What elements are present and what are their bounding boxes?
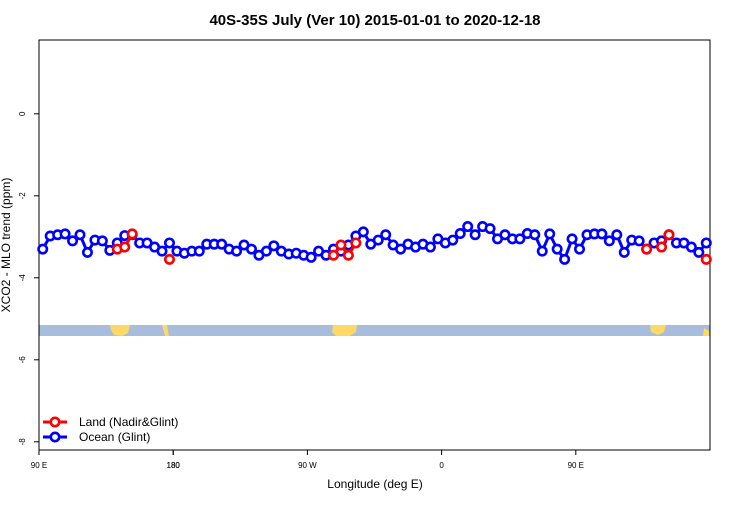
land-patch [110, 325, 130, 336]
data-point [335, 239, 347, 251]
data-point [447, 234, 459, 246]
data-point [454, 228, 466, 240]
land-patch [703, 328, 709, 336]
data-point [536, 245, 548, 257]
x-tick-label: 180 [167, 461, 181, 470]
data-point [685, 241, 697, 253]
y-tick-label: 0 [18, 111, 27, 116]
data-point [216, 238, 228, 250]
y-tick-label: -8 [18, 438, 27, 446]
data-point [59, 228, 71, 240]
data-point [641, 243, 653, 255]
data-point [67, 235, 79, 247]
data-point [350, 237, 362, 249]
data-point [380, 229, 392, 241]
data-point [566, 233, 578, 245]
legend-label: Ocean (Glint) [79, 430, 150, 444]
data-point [551, 243, 563, 255]
data-point [37, 243, 49, 255]
x-tick-label: 0 [439, 461, 444, 470]
data-point [424, 241, 436, 253]
data-point [574, 243, 586, 255]
data-point [96, 235, 108, 247]
data-point [693, 246, 705, 258]
data-point [596, 228, 608, 240]
y-tick-label: -4 [18, 274, 27, 282]
data-point [245, 243, 257, 255]
data-point [372, 234, 384, 246]
data-point [700, 237, 712, 249]
data-point [544, 228, 556, 240]
data-point [603, 235, 615, 247]
data-point [268, 240, 280, 252]
x-tick-label: 90 E [568, 461, 584, 470]
chart-title: 40S-35S July (Ver 10) 2015-01-01 to 2020… [209, 12, 540, 29]
data-point [119, 241, 131, 253]
data-point [357, 226, 369, 238]
data-point [484, 223, 496, 235]
data-point [618, 246, 630, 258]
data-point [327, 249, 339, 261]
data-point [156, 245, 168, 257]
data-point [163, 253, 175, 265]
data-point [462, 221, 474, 233]
data-point [559, 253, 571, 265]
x-axis-label: Longitude (deg E) [327, 477, 422, 491]
land-patch [650, 325, 666, 335]
data-point [231, 245, 243, 257]
land-patch [162, 325, 169, 336]
data-point [260, 245, 272, 257]
data-point [163, 237, 175, 249]
data-point [611, 229, 623, 241]
data-point [700, 253, 712, 265]
data-point [656, 241, 668, 253]
data-point [514, 233, 526, 245]
ocean-strip [39, 325, 710, 336]
data-point [74, 229, 86, 241]
y-tick-label: -6 [18, 356, 27, 364]
y-tick-label: -2 [18, 192, 27, 200]
legend-label: Land (Nadir&Glint) [79, 415, 178, 429]
data-point [529, 229, 541, 241]
y-axis-label: XCO2 - MLO trend (ppm) [0, 178, 13, 313]
x-tick-label: 180 [167, 461, 181, 470]
data-point [305, 251, 317, 263]
data-point [469, 229, 481, 241]
legend-swatch-marker [49, 431, 61, 443]
data-point [395, 243, 407, 255]
x-tick-label: 90 W [298, 461, 317, 470]
legend-swatch-marker [49, 416, 61, 428]
data-point [342, 249, 354, 261]
data-point [126, 228, 138, 240]
land-patch [332, 325, 357, 336]
data-point [81, 246, 93, 258]
data-point [193, 245, 205, 257]
data-point [663, 229, 675, 241]
land-ocean-strip [39, 325, 710, 336]
data-point [633, 235, 645, 247]
x-tick-label: 90 E [31, 461, 47, 470]
